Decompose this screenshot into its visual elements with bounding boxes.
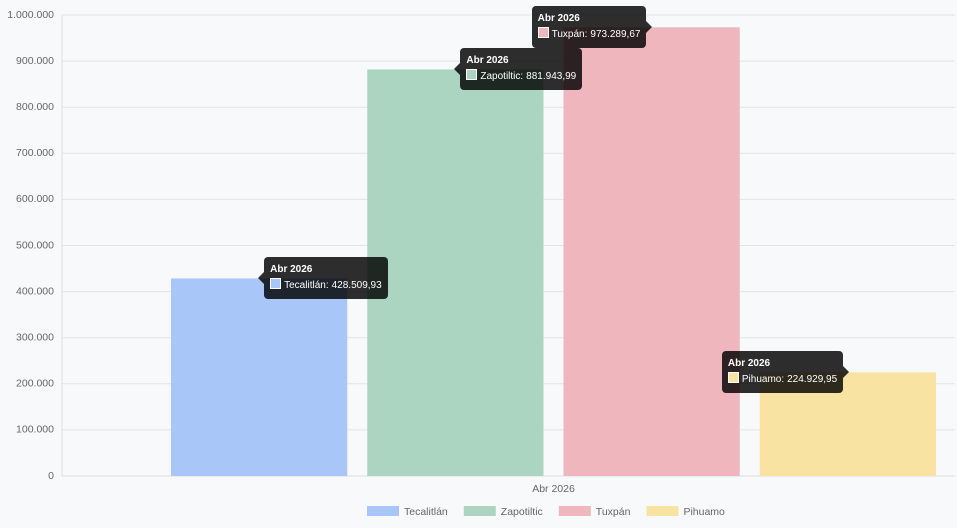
tooltip-swatch xyxy=(727,372,739,384)
bar xyxy=(367,69,544,476)
y-tick-label: 800.000 xyxy=(16,101,54,113)
tooltip-series-name: Zapotiltic xyxy=(480,71,526,82)
tooltip-title: Abr 2026 xyxy=(270,264,313,276)
tooltip-row: Pihuamo224.929,95 xyxy=(727,372,838,388)
x-tick-label: Abr 2026 xyxy=(532,483,575,495)
legend-label: Tecalitlán xyxy=(404,506,448,518)
tooltip-series-name: Tecalitlán xyxy=(284,280,331,291)
tooltip-row: Tecalitlán428.509,93 xyxy=(270,278,382,294)
bar xyxy=(563,27,740,476)
legend-label: Zapotiltic xyxy=(501,506,543,518)
tooltip-series-name: Pihuamo xyxy=(742,374,787,385)
bar xyxy=(171,278,348,476)
y-tick-label: 700.000 xyxy=(16,147,54,159)
tooltip: Abr 2026 Zapotiltic881.943,99 xyxy=(454,48,583,91)
tooltip-swatch xyxy=(270,278,282,290)
y-tick-label: 0 xyxy=(48,470,54,482)
tooltip-swatch xyxy=(466,69,478,81)
y-tick-label: 600.000 xyxy=(16,193,54,205)
tooltip-title: Abr 2026 xyxy=(727,358,771,370)
tooltip-row: Tuxpán973.289,67 xyxy=(537,27,641,43)
legend-label: Pihuamo xyxy=(683,506,725,518)
tooltip: Abr 2026 Tuxpán973.289,67 xyxy=(531,6,653,49)
tooltip: Abr 2026 Pihuamo224.929,95 xyxy=(721,351,850,394)
legend-swatch xyxy=(558,506,591,516)
tooltip-value: 973.289,67 xyxy=(590,29,641,41)
y-tick-label: 200.000 xyxy=(16,378,54,390)
legend-swatch xyxy=(646,506,679,516)
legend-label: Tuxpán xyxy=(596,506,631,518)
tooltip-swatch xyxy=(537,27,549,39)
y-tick-label: 100.000 xyxy=(16,424,54,436)
tooltip-value: 224.929,95 xyxy=(787,374,838,386)
legend-swatch xyxy=(463,506,496,516)
tooltip-value: 881.943,99 xyxy=(526,71,577,83)
y-tick-label: 400.000 xyxy=(16,285,54,297)
tooltip: Abr 2026 Tecalitlán428.509,93 xyxy=(258,257,388,300)
tooltip-title: Abr 2026 xyxy=(466,55,509,67)
legend-swatch xyxy=(367,506,399,516)
tooltip-title: Abr 2026 xyxy=(537,13,580,25)
tooltip-row: Zapotiltic881.943,99 xyxy=(466,69,576,85)
y-tick-label: 300.000 xyxy=(16,331,54,343)
y-tick-label: 900.000 xyxy=(16,55,54,67)
tooltip-value: 428.509,93 xyxy=(331,280,382,292)
legend: Tecalitlán Zapotiltic Tuxpán Pihuamo xyxy=(367,506,725,518)
y-tick-label: 500.000 xyxy=(16,239,54,251)
y-tick-label: 1.000.000 xyxy=(7,9,54,21)
tooltip-series-name: Tuxpán xyxy=(552,29,591,40)
